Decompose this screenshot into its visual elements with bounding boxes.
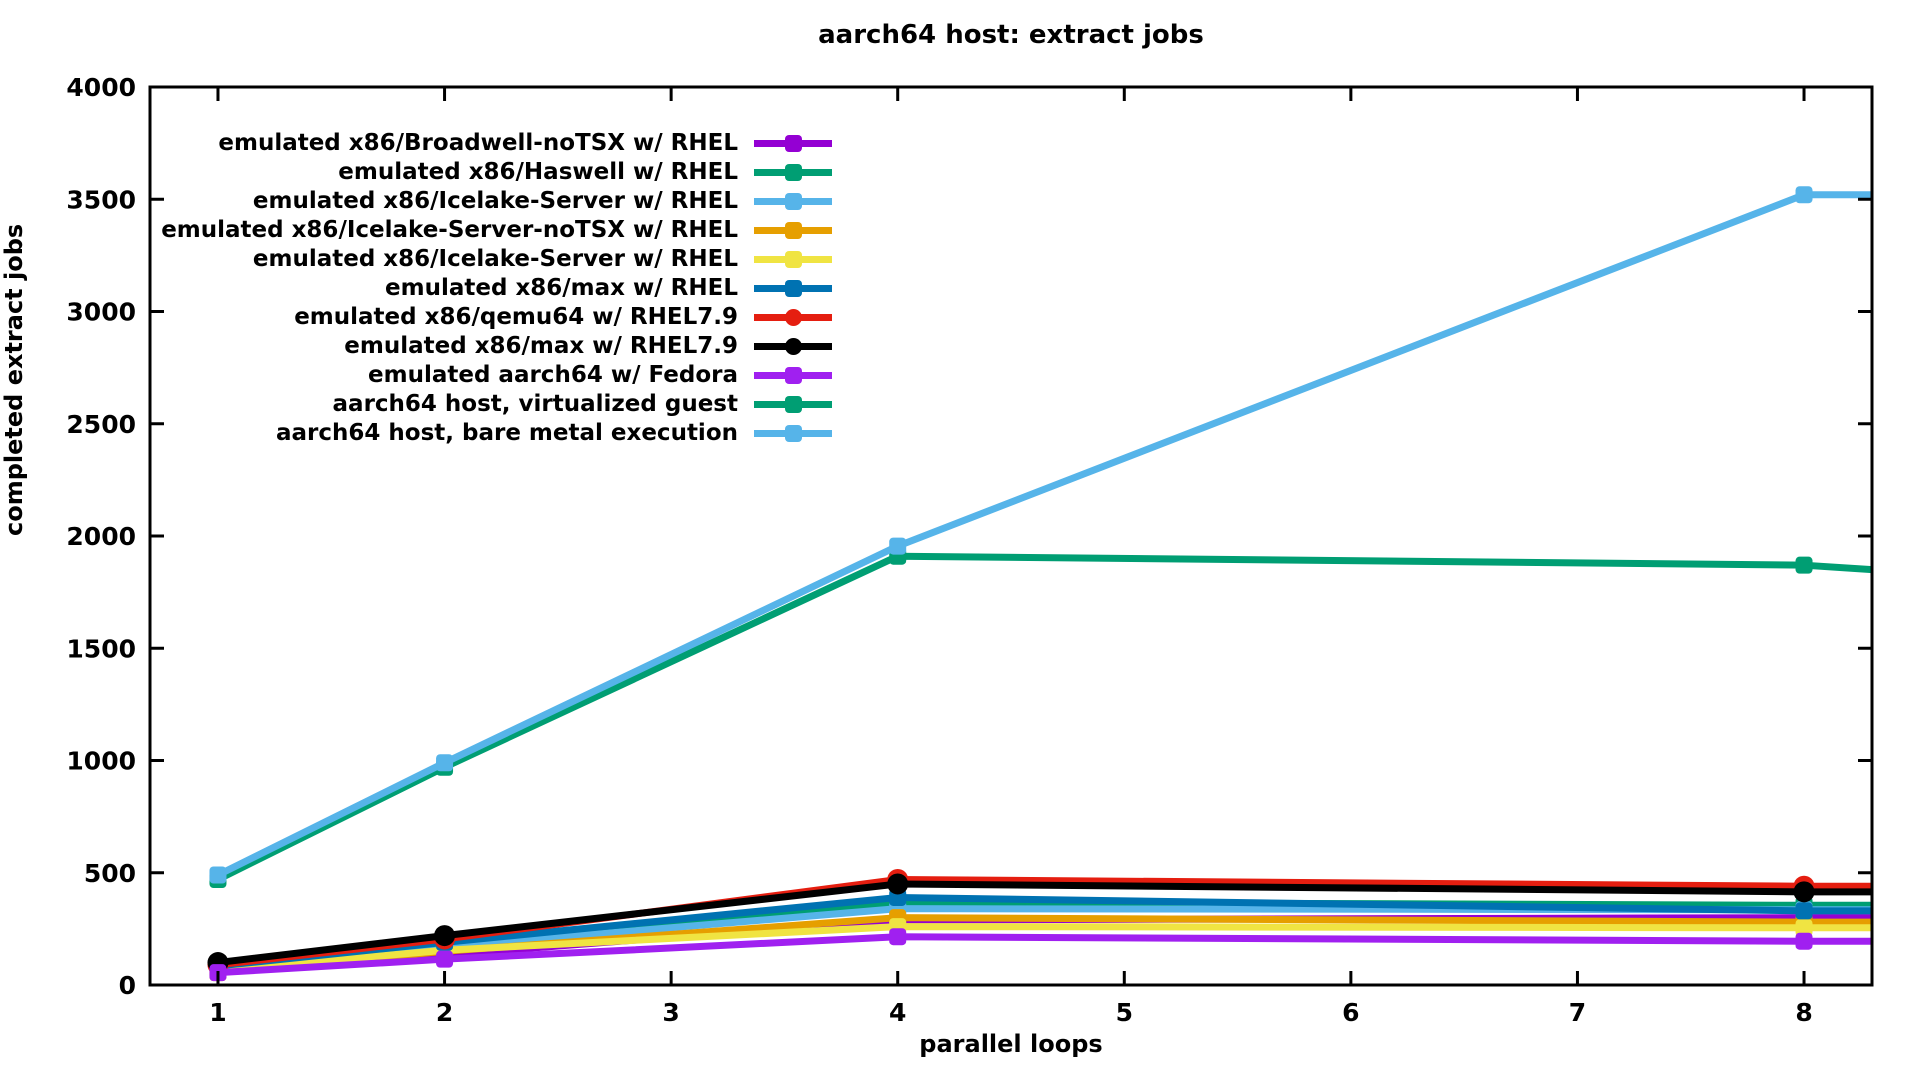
y-tick-label: 0 xyxy=(119,971,136,1000)
legend-label: emulated x86/Haswell w/ RHEL xyxy=(338,158,738,185)
legend-swatch xyxy=(754,220,832,240)
legend-swatch xyxy=(754,278,832,298)
legend-marker-sample xyxy=(785,279,802,297)
y-axis-title: completed extract jobs xyxy=(0,223,28,536)
series-4 xyxy=(209,918,1872,979)
legend-marker-sample xyxy=(785,308,802,326)
data-point-marker xyxy=(1795,919,1813,937)
data-point-marker xyxy=(1795,186,1813,204)
legend-marker-sample xyxy=(785,163,802,181)
y-tick-label: 500 xyxy=(84,859,136,888)
data-point-marker xyxy=(1793,881,1815,903)
legend-marker-sample xyxy=(785,366,802,384)
x-tick-label: 5 xyxy=(1116,998,1133,1027)
legend-marker-sample xyxy=(785,134,802,152)
legend-label: emulated x86/max w/ RHEL7.9 xyxy=(344,332,738,359)
data-point-marker xyxy=(436,950,454,968)
legend-marker-sample xyxy=(785,250,802,268)
series-8 xyxy=(209,928,1872,982)
legend-label: aarch64 host, virtualized guest xyxy=(332,390,738,417)
series-10 xyxy=(209,186,1872,884)
y-tick-label: 3500 xyxy=(66,185,136,214)
legend-row: emulated x86/Icelake-Server-noTSX w/ RHE… xyxy=(160,215,832,244)
x-tick-label: 2 xyxy=(436,998,453,1027)
y-tick-label: 4000 xyxy=(66,73,136,102)
legend-row: emulated x86/max w/ RHEL xyxy=(160,273,832,302)
y-tick-label: 2000 xyxy=(66,522,136,551)
legend-label: emulated x86/max w/ RHEL xyxy=(385,274,738,301)
data-point-marker xyxy=(889,928,907,946)
axes xyxy=(148,85,1874,987)
legend-row: emulated x86/Haswell w/ RHEL xyxy=(160,157,832,186)
x-tick-label: 4 xyxy=(889,998,906,1027)
legend-row: emulated aarch64 w/ Fedora xyxy=(160,360,832,389)
legend-swatch xyxy=(754,162,832,182)
legend-label: aarch64 host, bare metal execution xyxy=(275,419,738,446)
data-point-marker xyxy=(434,925,456,947)
tick-labels: 1 2 3 4 5 6 7 8 0 500 1000 1500 2000 2500 3000 3500 4000 xyxy=(66,73,1812,1027)
legend-row: emulated x86/qemu64 w/ RHEL7.9 xyxy=(160,302,832,331)
legend: emulated x86/Broadwell-noTSX w/ RHEL emul… xyxy=(160,128,832,447)
data-point-marker xyxy=(436,754,454,772)
x-tick-label: 8 xyxy=(1795,998,1812,1027)
legend-swatch xyxy=(754,133,832,153)
legend-label: emulated aarch64 w/ Fedora xyxy=(368,361,738,388)
legend-row: emulated x86/Icelake-Server w/ RHEL xyxy=(160,244,832,273)
data-point-marker xyxy=(889,537,907,555)
x-tick-label: 6 xyxy=(1342,998,1359,1027)
data-point-marker xyxy=(209,866,227,884)
legend-row: aarch64 host, virtualized guest xyxy=(160,389,832,418)
legend-marker-sample xyxy=(785,192,802,210)
x-tick-label: 7 xyxy=(1569,998,1586,1027)
y-tick-label: 1000 xyxy=(66,747,136,776)
x-tick-label: 3 xyxy=(662,998,679,1027)
x-tick-label: 1 xyxy=(209,998,226,1027)
y-tick-label: 2500 xyxy=(66,410,136,439)
legend-swatch xyxy=(754,365,832,385)
legend-swatch xyxy=(754,394,832,414)
legend-row: aarch64 host, bare metal execution xyxy=(160,418,832,447)
data-point-marker xyxy=(1795,932,1813,950)
legend-swatch xyxy=(754,307,832,327)
legend-label: emulated x86/Icelake-Server w/ RHEL xyxy=(252,245,738,272)
legend-marker-sample xyxy=(785,424,802,442)
chart-title: aarch64 host: extract jobs xyxy=(818,20,1204,50)
legend-swatch xyxy=(754,249,832,269)
legend-marker-sample xyxy=(785,337,802,355)
legend-marker-sample xyxy=(785,221,802,239)
data-point-marker xyxy=(1795,902,1813,920)
legend-row: emulated x86/Icelake-Server w/ RHEL xyxy=(160,186,832,215)
series-9 xyxy=(209,547,1873,888)
data-point-marker xyxy=(1795,556,1813,574)
legend-label: emulated x86/Icelake-Server-noTSX w/ RHE… xyxy=(161,216,738,243)
legend-swatch xyxy=(754,336,832,356)
y-tick-label: 1500 xyxy=(66,634,136,663)
legend-row: emulated x86/max w/ RHEL7.9 xyxy=(160,331,832,360)
legend-marker-sample xyxy=(785,395,802,413)
data-point-marker xyxy=(887,873,909,895)
series-line xyxy=(216,552,1873,883)
legend-swatch xyxy=(754,423,832,443)
legend-row: emulated x86/Broadwell-noTSX w/ RHEL xyxy=(160,128,832,157)
legend-swatch xyxy=(754,191,832,211)
legend-label: emulated x86/Icelake-Server w/ RHEL xyxy=(252,187,738,214)
y-tick-label: 3000 xyxy=(66,298,136,327)
x-axis-title: parallel loops xyxy=(919,1030,1103,1058)
legend-label: emulated x86/qemu64 w/ RHEL7.9 xyxy=(294,303,738,330)
legend-label: emulated x86/Broadwell-noTSX w/ RHEL xyxy=(218,129,738,156)
